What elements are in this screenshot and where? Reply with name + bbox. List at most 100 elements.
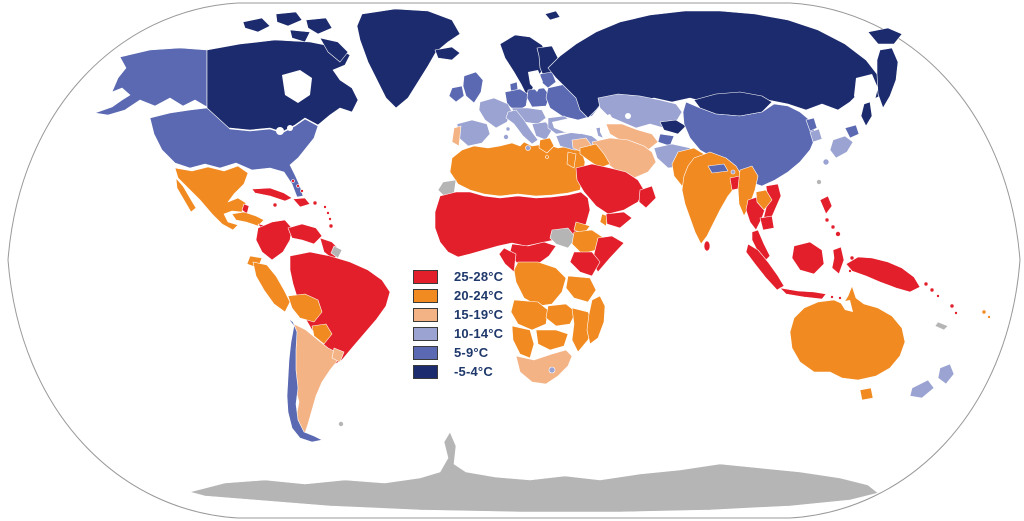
region-saudi-arabia [575, 163, 645, 215]
region-cuba [251, 187, 293, 202]
legend-row: 20-24°C [413, 288, 503, 303]
region-greece [538, 137, 555, 154]
region-corsica [505, 126, 511, 132]
solomon-dots [923, 281, 940, 298]
black-sea [552, 118, 592, 134]
region-peru [252, 261, 291, 313]
legend-row: 5-9°C [413, 345, 503, 360]
region-paraguay [311, 323, 333, 345]
region-tasmania [859, 387, 874, 401]
region-baja-california [175, 177, 197, 213]
region-namibia [511, 325, 535, 359]
fiji-dots [981, 309, 991, 319]
region-sardinia [503, 134, 509, 140]
hudson-bay [282, 70, 312, 103]
region-philippines [819, 195, 833, 215]
legend-row: -5-4°C [413, 364, 503, 379]
region-antarctica [189, 431, 879, 513]
legend-label-m5-4: -5-4°C [454, 364, 493, 379]
region-south-africa [515, 349, 573, 385]
region-new-zealand-north [937, 363, 955, 385]
region-bolivia [287, 293, 323, 323]
region-sri-lanka [703, 240, 711, 252]
region-north-korea [805, 117, 818, 132]
region-japan [829, 135, 854, 159]
region-sakhalin [860, 101, 873, 127]
legend-label-5-9: 5-9°C [454, 345, 489, 360]
region-new-caledonia [934, 321, 949, 331]
region-new-zealand-south [909, 379, 935, 399]
region-borneo [791, 241, 825, 275]
region-nepal [707, 163, 729, 174]
region-guatemala-honduras [231, 211, 265, 227]
region-yemen [605, 211, 633, 229]
region-sulawesi [831, 246, 845, 275]
legend-swatch-m5-4 [413, 364, 438, 379]
region-tanzania [565, 275, 597, 303]
region-mexico [174, 165, 249, 231]
region-portugal [451, 125, 462, 147]
region-north-africa [449, 141, 586, 197]
philippine-island-dots [824, 217, 841, 237]
region-arctic-islands [242, 11, 349, 63]
region-kenya-uganda [569, 251, 601, 277]
great-lakes [287, 125, 293, 131]
region-usa [149, 107, 319, 198]
sea-of-okhotsk [854, 74, 878, 110]
legend-swatch-5-9 [413, 345, 438, 360]
region-kyushu [822, 158, 830, 166]
vanuatu-dots [949, 303, 958, 315]
region-gabon-congo [498, 247, 517, 273]
region-sicily [525, 145, 531, 151]
region-angola [510, 299, 549, 331]
region-kyrgyzstan [659, 119, 687, 135]
legend-row: 15-19°C [413, 307, 503, 322]
region-cambodia [759, 215, 775, 231]
legend-swatch-20-24 [413, 288, 438, 303]
region-uruguay [331, 347, 345, 363]
region-french-guiana [330, 245, 343, 259]
region-chukotka [867, 27, 903, 45]
region-madagascar [586, 295, 606, 345]
region-oman [638, 185, 657, 209]
baltic-sea [528, 70, 543, 92]
legend-row: 10-14°C [413, 326, 503, 341]
region-spain [456, 119, 491, 147]
region-iraq [579, 143, 611, 169]
region-bhutan [730, 169, 736, 175]
region-java [779, 287, 827, 300]
region-kamchatka [876, 47, 899, 109]
legend-swatch-15-19 [413, 307, 438, 322]
region-uk [462, 71, 484, 104]
region-jordan-israel [566, 151, 577, 169]
legend-label-10-14: 10-14°C [454, 326, 504, 341]
region-china [682, 101, 817, 187]
region-south-korea [809, 128, 823, 143]
region-balkans [531, 121, 553, 141]
region-poland [526, 87, 551, 108]
region-italy [505, 109, 539, 145]
region-taiwan [816, 179, 822, 185]
region-lesotho [548, 366, 556, 374]
aral-sea [625, 113, 631, 119]
region-venezuela [287, 223, 323, 245]
region-laos [755, 189, 773, 211]
region-russia [547, 10, 885, 119]
region-uzbekistan-turkmenistan [605, 123, 659, 151]
legend-label-25-28: 25-28°C [454, 269, 504, 284]
region-france [478, 97, 513, 129]
legend-swatch-10-14 [413, 326, 438, 341]
region-south-sudan [549, 227, 577, 249]
legend-row: 25-28°C [413, 269, 503, 284]
legend-label-20-24: 20-24°C [454, 288, 504, 303]
region-zambia [545, 303, 577, 327]
great-lakes [276, 127, 284, 135]
legend-label-15-19: 15-19°C [454, 307, 504, 322]
region-drc [513, 261, 567, 307]
region-svalbard [544, 10, 561, 21]
region-new-guinea [845, 256, 921, 293]
region-falklands [338, 421, 344, 427]
region-malay-peninsula [751, 229, 771, 263]
